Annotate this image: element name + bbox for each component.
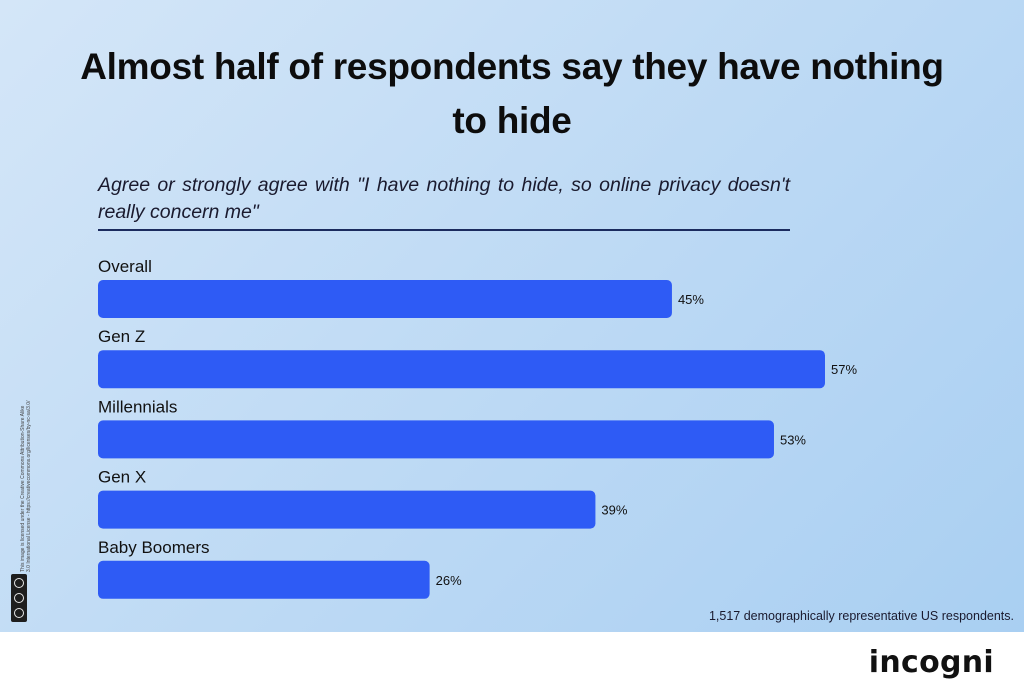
category-label: Overall [98,257,152,276]
category-label: Gen Z [98,327,145,346]
by-circle-icon [14,592,24,603]
incogni-logo: incogni [868,645,994,680]
bar [98,560,430,599]
category-label: Baby Boomers [98,538,210,557]
sa-circle-icon [14,607,24,618]
value-label: 26% [436,573,462,588]
bar [98,490,596,529]
bar [98,280,672,318]
subtitle-underline [98,229,790,231]
value-label: 39% [601,503,627,518]
category-label: Millennials [98,397,177,416]
cc-circle-icon [14,578,24,589]
value-label: 57% [831,362,857,377]
chart-panel: Almost half of respondents say they have… [0,0,1024,632]
category-label: Gen X [98,468,146,487]
bar-chart: Overall 45% Gen Z 57% Millennials 53% Gen X 39%… [98,257,857,599]
license-text: This image is licensed under the Creativ… [20,401,32,572]
license-line-2: 3.0 International License - https://crea… [26,400,32,572]
chart-title: Almost half of respondents say they have… [80,46,944,141]
footnote: 1,517 demographically representative US … [708,609,1014,623]
chart-subtitle: Agree or strongly agree with "I have not… [98,174,790,223]
bar [98,350,825,389]
bar [98,420,774,459]
creative-commons-icon [11,574,27,622]
value-label: 45% [678,292,704,307]
value-label: 53% [780,432,806,447]
